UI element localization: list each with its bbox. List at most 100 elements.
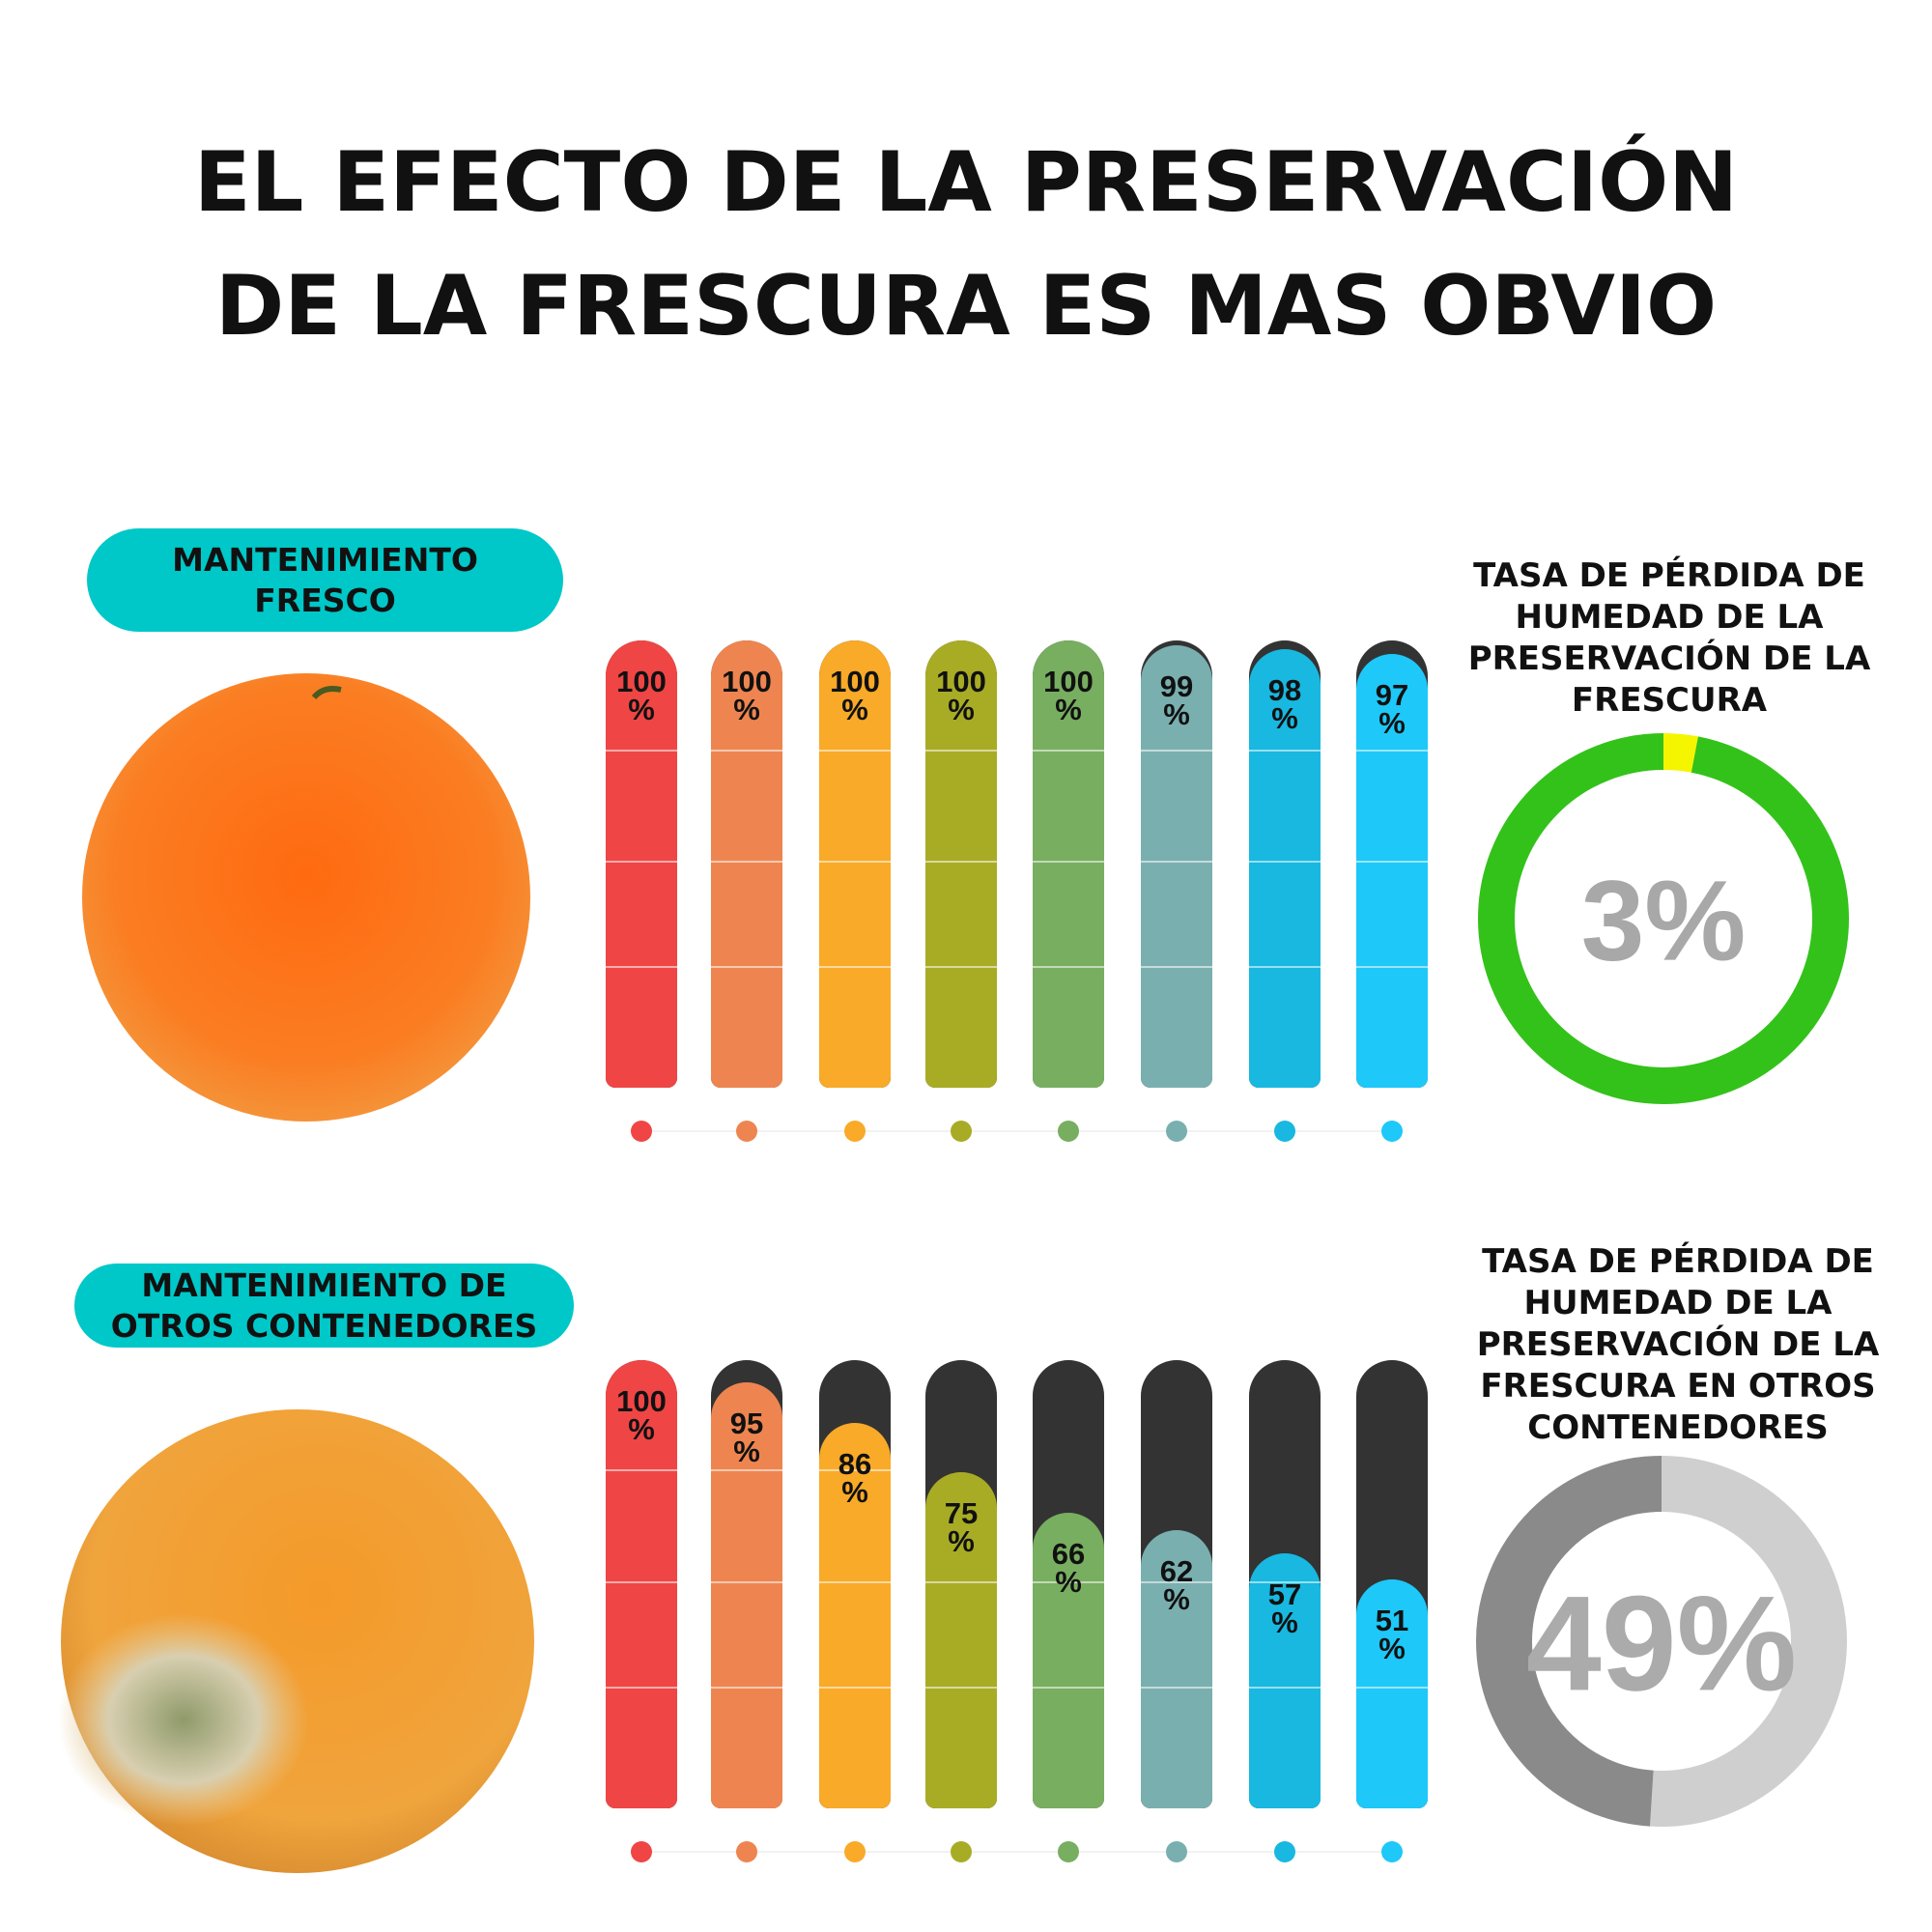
bar-divider [1249,1686,1321,1689]
bar [1033,640,1104,1088]
bar-divider [711,1580,782,1583]
value-label: 97 % [1375,677,1409,740]
value-label: 98 % [1267,673,1302,736]
value-label: 100 % [1043,665,1094,726]
bar-divider [606,966,677,969]
bar-divider [819,861,891,864]
bar-divider [606,861,677,864]
bar-dot [1274,1121,1295,1142]
title: EL EFECTO DE LA PRESERVACIÓN DE LA FRESC… [193,134,1739,355]
mold-patch [58,1613,309,1826]
dot-line [641,1851,1392,1853]
bar-divider [606,749,677,752]
bar-divider [925,1580,997,1583]
bar-divider [925,861,997,864]
bar [1249,649,1321,1088]
orange-stem [311,686,342,700]
bar-dot [631,1841,652,1862]
chart-title: TASA DE PÉRDIDA DE HUMEDAD DE LA PRESERV… [1476,1242,1880,1447]
bar [1141,644,1212,1088]
value-label: 75 % [944,1496,979,1558]
value-label: 99 % [1159,668,1194,731]
bar [606,1360,677,1808]
bar-dot [1274,1841,1295,1862]
bar-dot [844,1841,866,1862]
value-label: 100 % [936,665,986,726]
bar-divider [1249,1580,1321,1583]
bar-divider [1141,1580,1212,1583]
value-label: 57 % [1267,1577,1302,1639]
bar [1249,1552,1321,1808]
bar-divider [1356,966,1428,969]
bar-dot [736,1841,757,1862]
bar-divider [925,749,997,752]
bar-divider [1356,1686,1428,1689]
bar-dot [1058,1121,1079,1142]
bar [1356,1579,1428,1808]
bar [1356,653,1428,1088]
bar-dot [631,1121,652,1142]
bar-dot [1058,1841,1079,1862]
bar-divider [1141,966,1212,969]
value-label: 100 % [616,665,667,726]
value-label: 100 % [616,1384,667,1446]
bar-divider [711,1469,782,1472]
bar-divider [1141,861,1212,864]
bar [1141,1530,1212,1808]
bar-divider [1033,966,1104,969]
bar-divider [925,966,997,969]
bar-dot [736,1121,757,1142]
center-label: 49% [1526,1567,1797,1719]
donut-segment [1478,733,1849,1104]
bar-divider [1141,749,1212,752]
dot-line [641,1130,1392,1132]
bar-divider [606,1580,677,1583]
bar [711,640,782,1088]
bar-divider [1249,749,1321,752]
bar-divider [1033,1580,1104,1583]
bar-divider [819,1580,891,1583]
value-label: 100 % [830,665,880,726]
value-label: 100 % [722,665,772,726]
bar-dot [844,1121,866,1142]
fresh-orange [82,673,530,1122]
bar-divider [819,966,891,969]
chart-title: TASA DE PÉRDIDA DE HUMEDAD DE LA PRESERV… [1467,556,1871,720]
bar-divider [1356,861,1428,864]
series-label: MANTENIMIENTO FRESCO [87,528,563,632]
donut-segment [1476,1456,1847,1827]
bar-divider [711,749,782,752]
bar-dot [1381,1841,1403,1862]
bar-divider [819,1469,891,1472]
bar-divider [606,1469,677,1472]
bar-dot [951,1841,972,1862]
bar-divider [1356,749,1428,752]
bar [711,1382,782,1808]
bar-divider [1033,749,1104,752]
center-label: 3% [1581,857,1747,984]
bar-divider [711,966,782,969]
value-label: 95 % [729,1406,764,1469]
bar [925,1472,997,1808]
value-label: 62 % [1159,1554,1194,1617]
bar-divider [1249,861,1321,864]
bar-dot [951,1121,972,1142]
bar-divider [925,1686,997,1689]
bar-dot [1381,1121,1403,1142]
bar-divider [606,1686,677,1689]
bar-divider [1249,966,1321,969]
value-label: 51 % [1375,1604,1409,1666]
bar-dot [1166,1121,1187,1142]
bar [819,1422,891,1808]
bar [925,640,997,1088]
bar-divider [711,1686,782,1689]
value-label: 86 % [838,1446,872,1509]
bar-divider [1033,1686,1104,1689]
series-label: MANTENIMIENTO DE OTROS CONTENEDORES [74,1264,574,1348]
bar-divider [711,861,782,864]
bar-divider [819,1686,891,1689]
bar [606,640,677,1088]
value-label: 66 % [1051,1536,1086,1599]
